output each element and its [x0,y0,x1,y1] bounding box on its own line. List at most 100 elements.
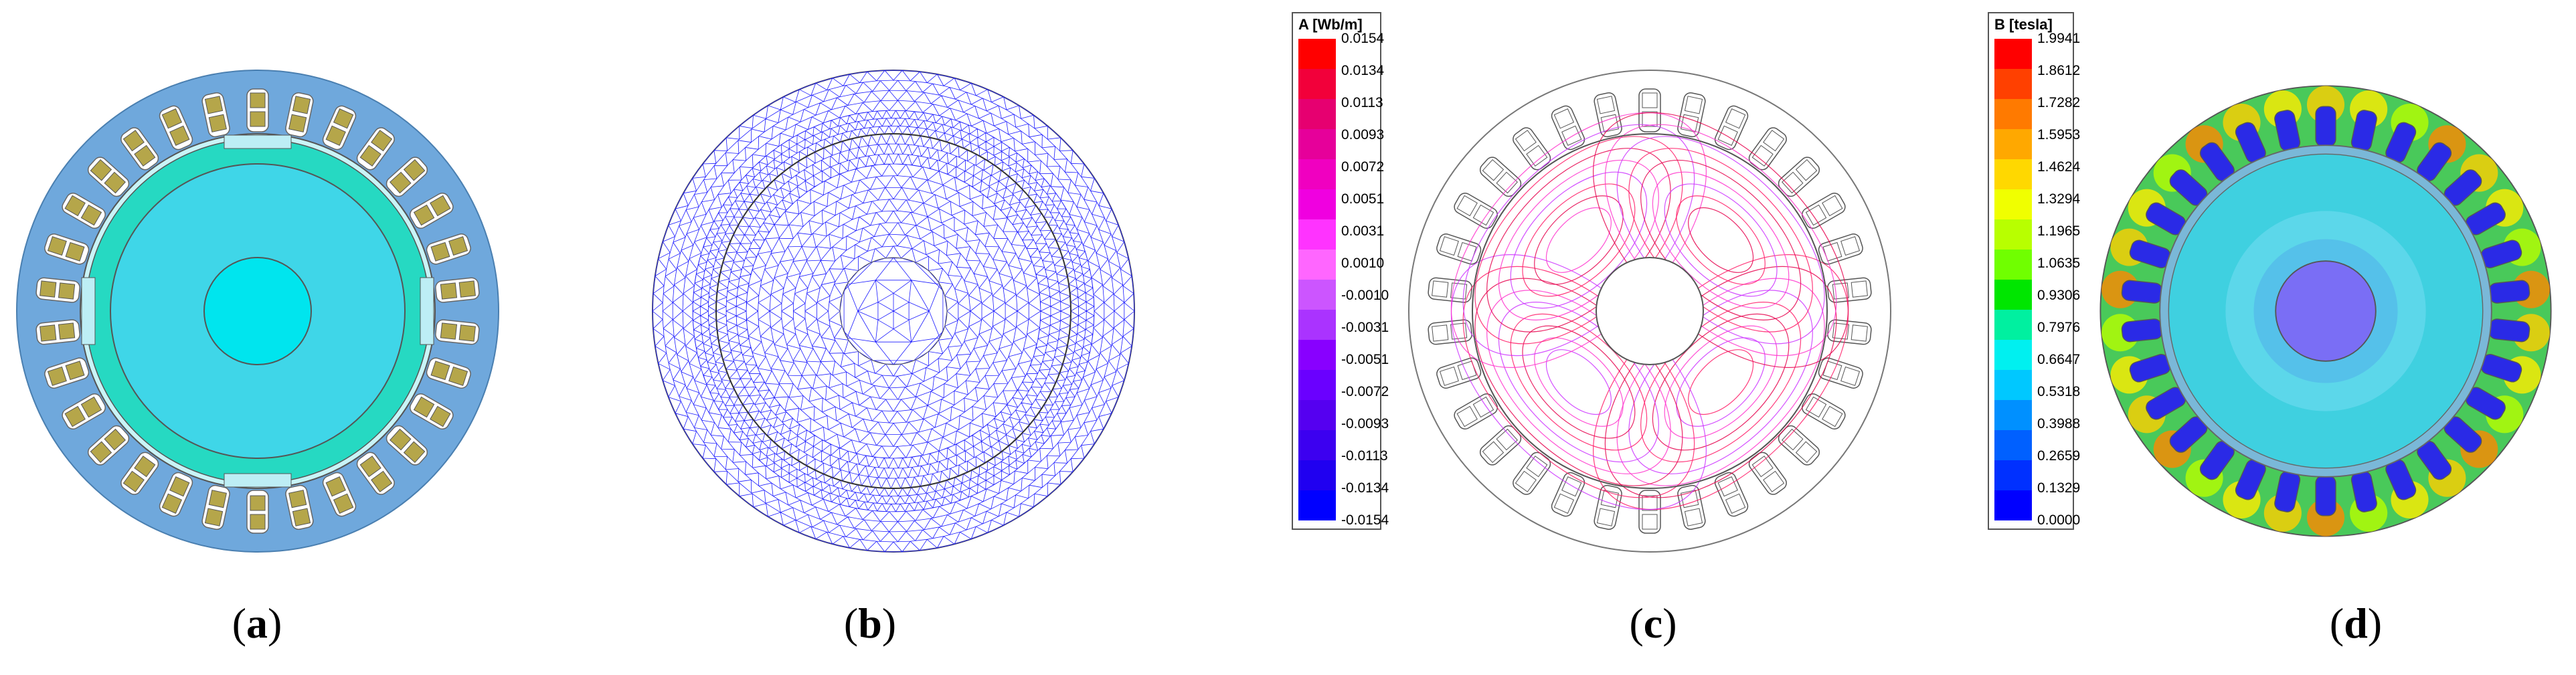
legend-flux-tick-label: -0.0051 [1341,352,1389,367]
coil [1851,324,1868,342]
coil [333,108,354,129]
legend-flux-swatch [1298,129,1336,159]
slot-outline [1677,484,1706,530]
panel-d: B [tesla] 1.9941 1.8612 1.7282 1.5953 1.4624… [1988,0,2576,675]
coil [371,470,393,492]
legend-density-swatch [1994,460,2032,490]
slot [1638,88,1661,132]
slot-outline [1551,105,1585,151]
coil [122,470,145,492]
coil [288,114,307,132]
flux-line [1676,337,1766,427]
legend-flux-swatch [1298,400,1336,430]
legend-density-swatch [1994,159,2032,189]
legend-flux-tick-label: 0.0051 [1341,191,1385,207]
legend-density-tick-label: 1.3294 [2037,191,2081,207]
coil [1795,441,1818,464]
slot-fill [2315,475,2336,516]
slot [410,393,454,429]
legend-density-tick-label: 1.7282 [2037,95,2081,110]
slot [2121,280,2163,304]
magnet-gap [81,277,96,345]
coil [1725,493,1746,514]
coil [1822,195,1843,217]
slot [2488,318,2530,343]
legend-flux-tick-label: 0.0154 [1341,31,1385,46]
legend-density: B [tesla] 1.9941 1.8612 1.7282 1.5953 1.4624… [1988,12,2080,530]
slot [385,425,428,466]
coil [458,324,476,342]
coil [1763,470,1785,492]
slot [35,319,80,345]
flux-line [1676,195,1766,285]
coil [1596,96,1616,114]
legend-density-tick-label: 0.7976 [2037,320,2081,335]
flux-line [1688,207,1754,273]
coil [1450,322,1468,340]
coil [134,144,156,167]
legend-flux-swatch [1298,219,1336,250]
coil [448,366,468,386]
legend-flux-tick-label: -0.0072 [1341,384,1389,399]
coil [64,195,86,217]
legend-flux-swatch [1298,490,1336,520]
legend-density-swatch [1994,250,2032,280]
slot-outline [1454,393,1498,429]
slot [410,193,454,229]
coil [1684,508,1703,526]
coil [80,396,102,418]
slot-outline [1818,357,1863,389]
slot [1436,357,1482,389]
motor-geometry [16,70,499,553]
slot [1802,393,1846,429]
magnet-gap [224,134,292,149]
slot-outline [1748,127,1787,171]
coil [430,405,451,427]
coil [58,282,76,300]
slot [1778,425,1820,466]
mesh-airgap-boundary [715,133,1071,489]
slot [1428,277,1472,303]
legend-density-tick-label: 1.4624 [2037,159,2081,175]
coil [292,96,311,114]
coil [1526,144,1548,167]
magnet-gap-rect [224,473,292,488]
coil [1832,282,1850,300]
coil [47,366,67,386]
coil [1496,171,1518,194]
shaft [2275,260,2377,362]
coil [1472,204,1494,226]
legend-density-tick-label: 0.0000 [2037,512,2081,528]
coil [1763,130,1785,152]
slot [35,277,80,303]
legend-density-swatch [1994,39,2032,69]
legend-flux-title: A [Wb/m] [1298,16,1363,33]
coil [104,171,126,194]
coil [1515,470,1537,492]
legend-density-tick-label: 1.9941 [2037,31,2081,46]
slot [1594,484,1622,530]
slot [120,127,159,171]
coil [1482,159,1505,181]
flux-line [1534,195,1624,285]
legend-flux-tick-label: -0.0134 [1341,480,1389,496]
legend-flux-tick-label: 0.0072 [1341,159,1385,175]
coil [403,159,426,181]
coil [1439,366,1459,386]
coil [1432,324,1449,342]
coil [1526,456,1548,478]
slot [44,357,90,389]
slot [1454,193,1498,229]
coil [1725,108,1746,129]
flux-line [1664,183,1778,297]
slot [1638,490,1661,534]
slot [1818,233,1863,265]
slot-outline [1513,127,1551,171]
slot [1428,319,1472,345]
coil [1782,171,1804,194]
flux-line [1522,183,1636,297]
magnet-gap-rect [81,277,96,345]
coil [58,322,76,340]
slot [159,105,193,151]
slot [1677,92,1706,138]
